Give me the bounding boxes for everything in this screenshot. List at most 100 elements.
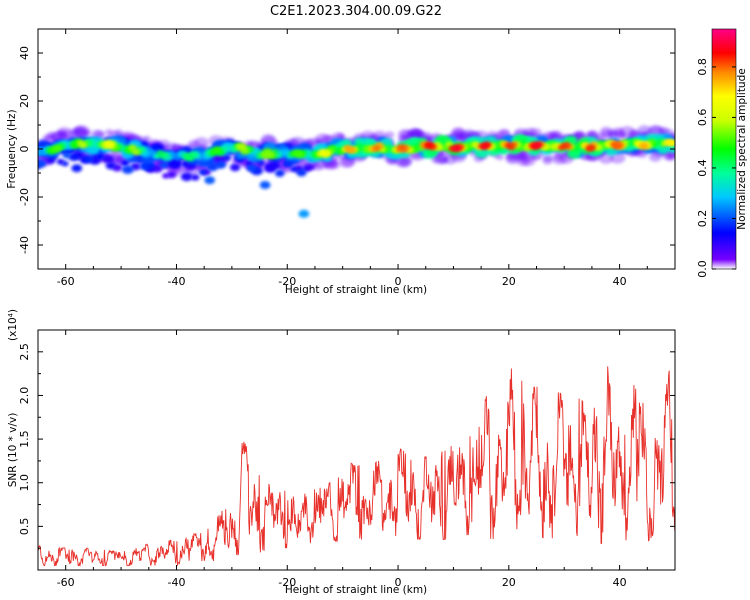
colorbar-tick-label: 0.4 [696, 159, 709, 177]
heatmap-cell [499, 129, 511, 138]
heatmap-cell [79, 142, 87, 149]
spectrogram-heatmap [38, 125, 675, 218]
heatmap-cell [505, 143, 513, 149]
colorbar-tick-label: 0.8 [696, 58, 709, 76]
heatmap-cell [373, 145, 381, 151]
heatmap-cell [62, 152, 71, 159]
heatmap-cell [648, 152, 662, 162]
heatmap-cell [274, 169, 285, 177]
y-tick-label: 2.0 [18, 387, 31, 405]
snr-y-ticks: 0.5 1.0 1.5 2.0 2.5 [18, 343, 675, 549]
heatmap-cell [121, 160, 130, 166]
heatmap-cell [437, 156, 447, 164]
x-tick-label: -20 [278, 275, 296, 288]
spectrogram-y-ticks: -40 -20 0 20 40 [18, 28, 675, 270]
snr-panel: -60 -40 -20 0 20 40 0.5 1.0 1.5 2.0 2.5 Height of… [7, 309, 676, 596]
heatmap-cell [381, 138, 393, 147]
x-tick-label: 20 [502, 576, 516, 589]
y-tick-label: 20 [18, 94, 31, 108]
colorbar: 0.0 0.2 0.4 0.6 0.8 Normalized spectral ampl… [696, 28, 748, 278]
heatmap-cell [410, 129, 422, 139]
y-tick-label: 1.5 [18, 430, 31, 448]
heatmap-cell [259, 181, 271, 189]
heatmap-cell [298, 209, 310, 218]
x-tick-label: 40 [613, 275, 627, 288]
colorbar-gradient [712, 29, 736, 269]
heatmap-cell [131, 149, 139, 155]
spectrogram-y-axis-label: Frequency (Hz) [6, 109, 18, 188]
x-tick-label: -60 [57, 275, 75, 288]
heatmap-cell [637, 125, 652, 136]
heatmap-cell [105, 161, 116, 170]
heatmap-cell [38, 149, 42, 156]
heatmap-cell [102, 154, 114, 164]
heatmap-cell [84, 155, 94, 163]
y-tick-label: 40 [18, 46, 31, 60]
y-tick-label: 0.5 [18, 518, 31, 536]
heatmap-cell [607, 129, 618, 137]
x-tick-label: -40 [167, 576, 185, 589]
heatmap-cell [105, 141, 116, 149]
heatmap-cell [142, 135, 151, 142]
heatmap-cell [638, 142, 649, 150]
heatmap-cell [229, 163, 241, 172]
heatmap-cell [617, 132, 627, 139]
heatmap-cell [425, 141, 434, 148]
heatmap-cell [215, 160, 227, 169]
heatmap-cell [664, 139, 673, 146]
colorbar-tick-label: 0.6 [696, 109, 709, 127]
colorbar-tick-label: 0.0 [696, 260, 709, 278]
colorbar-ticks: 0.0 0.2 0.4 0.6 0.8 [696, 58, 736, 278]
heatmap-cell [463, 129, 476, 139]
heatmap-cell [354, 137, 365, 146]
heatmap-cell [246, 164, 257, 172]
heatmap-cell [480, 144, 488, 150]
heatmap-cell [290, 166, 298, 172]
heatmap-cell [237, 143, 248, 151]
heatmap-cell [532, 142, 541, 150]
heatmap-cell [586, 144, 597, 152]
heatmap-cell [114, 129, 124, 137]
heatmap-cell [213, 146, 222, 153]
heatmap-cell [294, 150, 305, 159]
heatmap-cell [182, 153, 193, 160]
heatmap-cell [159, 161, 169, 169]
spectrogram-x-axis-label: Height of straight line (km) [285, 284, 427, 296]
y-tick-label: -40 [18, 236, 31, 254]
snr-y-multiplier: (x10⁴) [7, 309, 19, 341]
heatmap-cell [257, 160, 265, 166]
heatmap-cell [548, 131, 561, 141]
snr-x-ticks: -60 -40 -20 0 20 40 [37, 330, 676, 589]
x-tick-label: -60 [57, 576, 75, 589]
snr-series-line [38, 366, 675, 568]
heatmap-cell [264, 151, 275, 159]
y-tick-label: 2.5 [18, 343, 31, 361]
heatmap-cell [70, 128, 79, 135]
snr-frame [37, 329, 676, 571]
x-tick-label: 20 [502, 275, 516, 288]
spectrogram-panel: -60 -40 -20 0 20 40 -40 -20 0 20 40 Height of str… [6, 28, 676, 296]
colorbar-frame [711, 28, 737, 270]
heatmap-cell [38, 159, 47, 168]
x-tick-label: 0 [395, 275, 402, 288]
x-tick-label: 40 [613, 576, 627, 589]
y-tick-label: 0 [18, 146, 31, 153]
heatmap-cell [553, 153, 565, 162]
x-tick-label: -20 [278, 576, 296, 589]
heatmap-cell [139, 163, 149, 170]
heatmap-cell [198, 169, 207, 176]
heatmap-cell [223, 155, 231, 161]
heatmap-cell [95, 153, 105, 161]
heatmap-cell [658, 127, 670, 135]
heatmap-cell [318, 149, 326, 155]
heatmap-cell [542, 154, 554, 162]
heatmap-cell [162, 173, 170, 179]
heatmap-cell [296, 168, 307, 177]
heatmap-cell [204, 176, 216, 185]
heatmap-cell [270, 161, 281, 170]
heatmap-cell [149, 149, 157, 156]
heatmap-cell [443, 154, 457, 165]
heatmap-cell [397, 143, 407, 152]
heatmap-cell [452, 145, 462, 152]
